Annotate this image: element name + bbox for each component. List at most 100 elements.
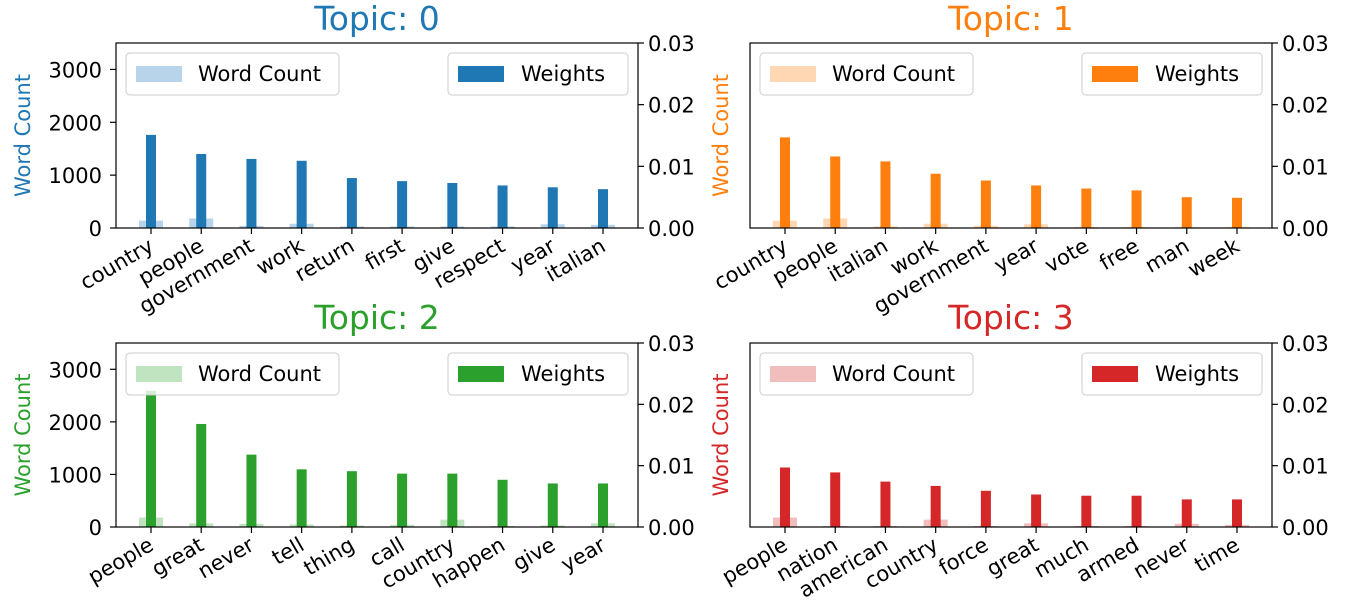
x-tick-label: force (935, 533, 993, 580)
x-tick-label: year (990, 233, 1043, 277)
right-tick-label: 0.02 (648, 94, 695, 118)
right-tick-label: 0.03 (648, 332, 695, 356)
legend-swatch (458, 66, 504, 82)
plot-frame (749, 42, 1273, 229)
x-tick-label: never (194, 532, 258, 583)
x-tick-label: thing (300, 533, 359, 581)
left-tick-label: 1000 (49, 164, 102, 188)
weights-bar (346, 178, 357, 228)
weights-bar (780, 137, 790, 228)
left-tick-label: 1000 (49, 463, 102, 487)
weights-bar (830, 472, 841, 527)
y-axis-label: Word Count (709, 74, 733, 197)
y-axis-label: Word Count (11, 74, 35, 197)
legend-label: Weights (1155, 362, 1239, 386)
right-tick-label: 0.00 (1282, 217, 1329, 241)
legend-box (447, 352, 629, 396)
legend-weights: Weights (447, 352, 629, 396)
x-tick-label: year (557, 532, 610, 576)
legend-word-count: Word Count (759, 52, 974, 96)
legend-box (125, 52, 340, 96)
weights-bar (447, 473, 458, 527)
x-tick-label: great (983, 533, 1043, 582)
weights-bar (780, 467, 790, 527)
weights-bar (980, 490, 991, 527)
x-tick-label: time (1190, 533, 1243, 578)
x-tick-label: give (509, 533, 560, 576)
x-tick-label: great (148, 533, 208, 582)
legend-weights: Weights (1081, 352, 1263, 396)
legend-box (125, 352, 340, 396)
weights-bar (497, 185, 508, 228)
weights-bar (196, 423, 207, 527)
weights-bar (1081, 188, 1092, 228)
weights-bar (1181, 499, 1192, 527)
weights-bar (1181, 197, 1192, 228)
weights-bar (830, 156, 841, 228)
legend-weights: Weights (447, 52, 629, 96)
x-tick-label: people (84, 533, 158, 589)
left-tick-label: 0 (89, 217, 102, 241)
weights-bar (880, 161, 891, 228)
weights-bar (930, 173, 941, 228)
right-tick-label: 0.02 (1282, 393, 1329, 417)
legend-word-count: Word Count (759, 352, 974, 396)
weights-bar (146, 390, 156, 527)
weights-bar (246, 158, 257, 228)
right-tick-label: 0.00 (648, 217, 695, 241)
x-tick-label: first (361, 234, 409, 275)
right-tick-label: 0.01 (648, 455, 695, 479)
weights-bar (1081, 495, 1092, 527)
right-tick-label: 0.03 (648, 32, 695, 56)
legend-label: Weights (521, 62, 605, 86)
legend-swatch (458, 366, 504, 382)
weights-bar (930, 485, 941, 527)
right-tick-label: 0.01 (648, 155, 695, 179)
left-tick-label: 3000 (49, 58, 102, 82)
plot-frame (749, 342, 1273, 528)
x-tick-label: return (291, 234, 359, 287)
right-tick-label: 0.01 (1282, 155, 1329, 179)
x-tick-label: never (1129, 532, 1193, 583)
legend-swatch (136, 66, 182, 82)
left-tick-label: 0 (89, 516, 102, 540)
x-tick-label: vote (1041, 234, 1093, 278)
weights-bar (1031, 185, 1042, 228)
right-tick-label: 0.03 (1282, 32, 1329, 56)
plot-frame (115, 342, 639, 528)
legend-box (1081, 52, 1263, 96)
weights-bar (1232, 499, 1242, 527)
weights-bar (246, 454, 257, 527)
right-tick-label: 0.00 (648, 516, 695, 540)
x-tick-label: man (1141, 234, 1193, 278)
legend-box (447, 52, 629, 96)
chart-title: Topic: 0 (313, 0, 440, 38)
left-tick-label: 3000 (49, 358, 102, 382)
legend-label: Word Count (198, 62, 321, 86)
plot-frame (115, 42, 639, 229)
weights-bar (447, 182, 458, 228)
weights-bar (1232, 197, 1242, 228)
legend-word-count: Word Count (125, 352, 340, 396)
weights-bar (296, 469, 307, 527)
legend-label: Weights (521, 362, 605, 386)
weights-bar (880, 481, 891, 527)
y-axis-label: Word Count (11, 373, 35, 496)
weights-bar (980, 180, 991, 228)
weights-bar (598, 189, 608, 228)
chart-panel-2: Topic: 2 0 1000 2000 3000 0.00 0.01 0.02 0.03 Wor… (11, 298, 695, 593)
right-tick-label: 0.02 (1282, 94, 1329, 118)
weights-bar (397, 181, 408, 228)
x-tick-label: week (1184, 233, 1245, 282)
legend-label: Word Count (832, 62, 955, 86)
weights-bar (1031, 494, 1042, 527)
legend-box (759, 352, 974, 396)
y-axis-label: Word Count (709, 373, 733, 496)
weights-bar (146, 134, 156, 228)
x-tick-label: free (1095, 234, 1143, 275)
weights-bar (1131, 495, 1142, 527)
legend-swatch (136, 366, 182, 382)
